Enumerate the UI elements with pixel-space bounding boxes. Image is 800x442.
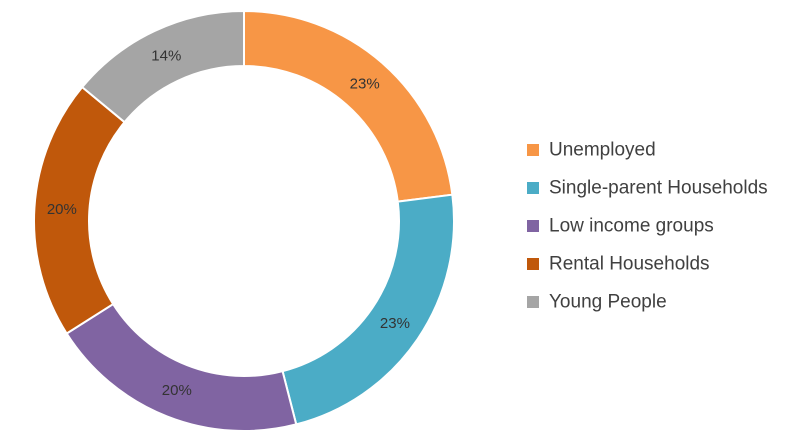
slice-low-income-groups bbox=[65, 302, 298, 432]
slice-label-young-people: 14% bbox=[151, 47, 181, 64]
legend: Unemployed Single-parent Households Low in… bbox=[527, 140, 768, 313]
slice-label-unemployed: 23% bbox=[350, 76, 380, 93]
slice-label-low-income-groups: 20% bbox=[162, 382, 192, 399]
legend-label-single-parent-households: Single-parent Households bbox=[549, 178, 768, 199]
legend-swatch-single-parent-households bbox=[527, 182, 539, 194]
slice-label-rental-households: 20% bbox=[47, 201, 77, 218]
slice-unemployed bbox=[243, 9, 454, 203]
legend-swatch-unemployed bbox=[527, 144, 539, 156]
legend-swatch-young-people bbox=[527, 296, 539, 308]
legend-swatch-low-income-groups bbox=[527, 220, 539, 232]
slice-single-parent-households bbox=[281, 193, 455, 426]
legend-label-unemployed: Unemployed bbox=[549, 140, 656, 161]
legend-label-rental-households: Rental Households bbox=[549, 254, 710, 275]
legend-label-low-income-groups: Low income groups bbox=[549, 216, 714, 237]
legend-swatch-rental-households bbox=[527, 258, 539, 270]
slice-young-people bbox=[80, 9, 245, 124]
donut-slices bbox=[33, 9, 455, 432]
slice-label-single-parent-households: 23% bbox=[380, 315, 410, 332]
legend-label-young-people: Young People bbox=[549, 292, 667, 313]
slice-labels: 23% 23% 20% 20% 14% bbox=[47, 47, 410, 399]
